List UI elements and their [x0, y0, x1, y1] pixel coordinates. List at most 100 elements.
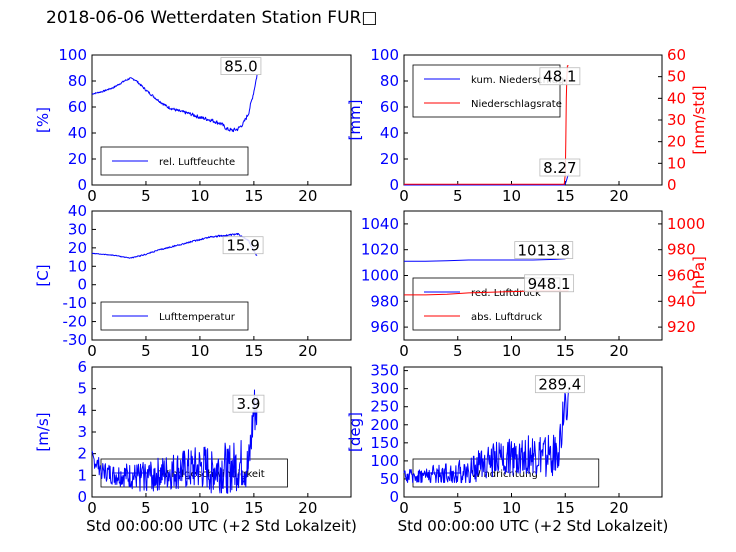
humidity-xtick-label: 0: [87, 187, 97, 205]
winddirection-ytick-label: 150: [370, 434, 399, 452]
windspeed-ytick-label: 6: [77, 358, 87, 376]
temperature-xtick-label: 0: [87, 342, 97, 360]
humidity-ytick-label: 100: [58, 46, 87, 64]
winddirection-ytick-label: 100: [370, 452, 399, 470]
temperature-ytick-label: 0: [77, 276, 87, 294]
temperature-ytick-label: -10: [63, 294, 88, 312]
temperature-ytick-label: 20: [68, 239, 87, 257]
pressure-annotation-box: [514, 241, 574, 260]
temperature-plot-frame: [91, 210, 352, 341]
pressure-ytick-label: 1040: [361, 215, 399, 233]
humidity-plot-frame: [91, 54, 352, 186]
pressure-legend-label: abs. Luftdruck: [471, 312, 542, 323]
pressure-y2tick-label: 1000: [667, 215, 705, 233]
winddirection-ytick-label: 50: [380, 470, 399, 488]
windspeed-xtick-label: 5: [141, 499, 151, 517]
precipitation-xtick-label: 5: [453, 187, 463, 205]
temperature-ytick-label: 40: [68, 202, 87, 220]
humidity-legend-label: rel. Luftfeuchte: [159, 157, 235, 168]
pressure-ytick-label: 960: [370, 318, 399, 336]
windspeed-ytick-label: 1: [77, 466, 87, 484]
winddirection-xtick-label: 0: [399, 499, 409, 517]
humidity-ytick-label: 80: [68, 72, 87, 90]
winddirection-xtick-label: 5: [453, 499, 463, 517]
winddirection-legend-label: Windrichtung: [471, 469, 538, 480]
pressure-ytick-label: 980: [370, 292, 399, 310]
pressure-xtick-label: 10: [502, 342, 521, 360]
temperature-ylabel: [C]: [34, 264, 52, 286]
temperature-xtick-label: 10: [190, 342, 209, 360]
precipitation-xtick-label: 20: [609, 187, 628, 205]
humidity-ytick-label: 60: [68, 98, 87, 116]
temperature-ytick-label: -30: [63, 331, 88, 349]
pressure-y2tick-label: 920: [667, 318, 696, 336]
precipitation-annotation-box: [539, 67, 581, 86]
precipitation-series-line: [404, 174, 569, 186]
figure-title: 2018-06-06 Wetterdaten Station FUR□: [46, 8, 378, 28]
winddirection-xlabel: Std 00:00:00 UTC (+2 Std Lokalzeit): [398, 517, 669, 535]
winddirection-plot-frame: [403, 366, 663, 498]
precipitation-y2tick-label: 60: [667, 46, 686, 64]
windspeed-ytick-label: 4: [77, 401, 87, 419]
winddirection-ytick-label: 0: [389, 488, 399, 506]
humidity-xtick-label: 10: [190, 187, 209, 205]
precipitation-ytick-label: 60: [380, 98, 399, 116]
precipitation-y2tick-label: 10: [667, 154, 686, 172]
windspeed-ytick-label: 2: [77, 445, 87, 463]
windspeed-xlabel: Std 00:00:00 UTC (+2 Std Lokalzeit): [86, 517, 357, 535]
precipitation-annotation: 8.27: [543, 159, 576, 177]
temperature-annotation: 15.9: [226, 237, 259, 255]
windspeed-annotation: 3.9: [237, 395, 261, 413]
windspeed-series-line: [91, 389, 258, 494]
windspeed-xtick-label: 15: [244, 499, 263, 517]
temperature-legend-label: Lufttemperatur: [159, 312, 236, 323]
precipitation-ytick-label: 100: [370, 46, 399, 64]
precipitation-ytick-label: 40: [380, 124, 399, 142]
pressure-series-line: [404, 257, 569, 262]
precipitation-ylabel: [mm]: [346, 100, 364, 141]
humidity-xtick-label: 20: [298, 187, 317, 205]
winddirection-ytick-label: 300: [370, 380, 399, 398]
humidity-ytick-label: 20: [68, 150, 87, 168]
temperature-ytick-label: 10: [68, 257, 87, 275]
pressure-xtick-label: 5: [453, 342, 463, 360]
precipitation-legend-label: kum. Niederschlag: [471, 75, 564, 86]
winddirection-ytick-label: 250: [370, 398, 399, 416]
humidity-ytick-label: 40: [68, 124, 87, 142]
winddirection-xtick-label: 20: [609, 499, 628, 517]
pressure-ytick-label: 1020: [361, 241, 399, 259]
precipitation-ytick-label: 20: [380, 150, 399, 168]
winddirection-ytick-label: 350: [370, 362, 399, 380]
windspeed-ytick-label: 5: [77, 380, 87, 398]
humidity-annotation: 85.0: [224, 58, 257, 76]
pressure-y2tick-label: 960: [667, 267, 696, 285]
windspeed-xtick-label: 20: [298, 499, 317, 517]
windspeed-xtick-label: 0: [87, 499, 97, 517]
temperature-series-line: [91, 232, 258, 259]
windspeed-ytick-label: 3: [77, 423, 87, 441]
pressure-annotation: 1013.8: [518, 242, 571, 260]
pressure-ytick-label: 1000: [361, 267, 399, 285]
pressure-xtick-label: 0: [399, 342, 409, 360]
windspeed-ylabel: [m/s]: [34, 412, 52, 451]
temperature-xtick-label: 20: [298, 342, 317, 360]
winddirection-series-line: [403, 390, 569, 484]
precipitation-ytick-label: 80: [380, 72, 399, 90]
precipitation-xtick-label: 10: [502, 187, 521, 205]
pressure-xtick-label: 15: [556, 342, 575, 360]
temperature-ytick-label: -20: [63, 313, 88, 331]
pressure-y2label: [hPa]: [690, 256, 708, 295]
pressure-annotation-box: [524, 274, 575, 293]
humidity-series-line: [91, 74, 258, 133]
precipitation-xtick-label: 0: [399, 187, 409, 205]
windspeed-annotation-box: [232, 394, 265, 413]
precipitation-y2tick-label: 0: [667, 176, 677, 194]
pressure-legend-label: red. Luftdruck: [471, 288, 541, 299]
winddirection-ylabel: [deg]: [346, 412, 364, 452]
winddirection-xtick-label: 10: [502, 499, 521, 517]
pressure-y2tick-label: 980: [667, 241, 696, 259]
precipitation-y2tick-label: 30: [667, 111, 686, 129]
precipitation-y2tick-label: 50: [667, 68, 686, 86]
temperature-annotation-box: [222, 236, 264, 255]
